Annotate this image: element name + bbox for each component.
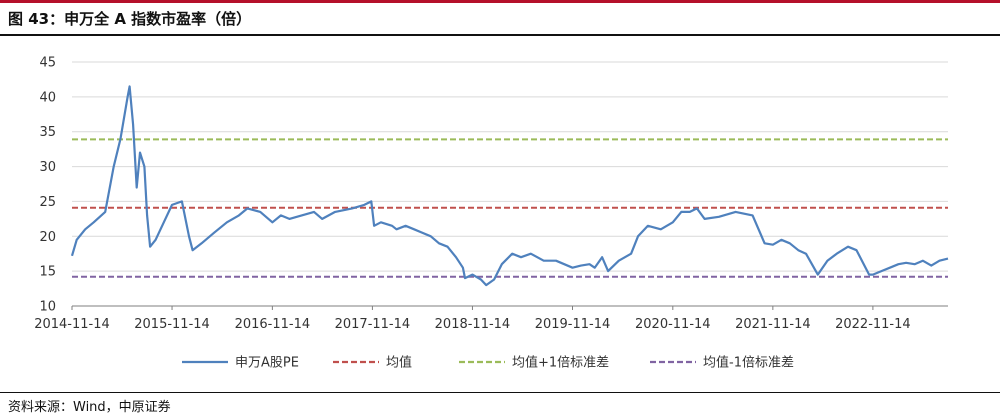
x-tick-label: 2018-11-14	[435, 317, 511, 332]
y-tick-label: 10	[39, 300, 56, 315]
x-tick-label: 2014-11-14	[34, 317, 110, 332]
x-tick-label: 2015-11-14	[134, 317, 210, 332]
x-tick-label: 2021-11-14	[735, 317, 811, 332]
grid-lines	[72, 61, 948, 307]
legend-label: 均值+1倍标准差	[512, 355, 609, 371]
y-tick-label: 25	[39, 195, 56, 210]
x-tick-label: 2016-11-14	[235, 317, 311, 332]
x-tick-label: 2020-11-14	[635, 317, 711, 332]
title-rule	[0, 34, 1000, 36]
pe-series-line	[70, 85, 949, 287]
y-tick-label: 45	[39, 56, 56, 71]
x-axis-ticks: 2014-11-14 2015-11-14 2016-11-14 2017-11-14…	[34, 306, 911, 332]
legend: 申万A股PE 均值 均值+1倍标准差 均值-1倍标准差	[182, 355, 794, 371]
source-note: 资料来源：Wind，中原证券	[8, 400, 171, 415]
top-accent-rule	[0, 0, 1000, 3]
legend-label: 均值-1倍标准差	[703, 355, 794, 371]
legend-label: 均值	[386, 355, 412, 371]
x-tick-label: 2017-11-14	[335, 317, 411, 332]
footer-rule	[0, 392, 1000, 393]
x-tick-label: 2019-11-14	[535, 317, 611, 332]
y-tick-label: 20	[39, 230, 56, 245]
legend-label: 申万A股PE	[235, 356, 299, 371]
y-tick-label: 15	[39, 265, 56, 280]
chart-title: 图 43：申万全 A 指数市盈率（倍）	[8, 10, 252, 28]
x-tick-label: 2022-11-14	[835, 317, 911, 332]
y-tick-label: 35	[39, 125, 56, 140]
reference-lines	[72, 138, 948, 278]
y-tick-label: 30	[39, 160, 56, 175]
y-tick-label: 40	[39, 90, 56, 105]
series-lines	[70, 85, 949, 287]
y-axis-ticks: 10 15 20 25 30 35 40 45	[39, 56, 56, 315]
